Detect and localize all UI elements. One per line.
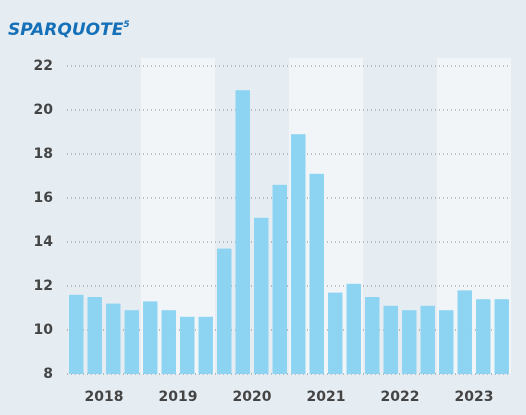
bar (365, 297, 380, 374)
y-tick-label: 16 (34, 190, 53, 206)
bar (124, 310, 139, 374)
bar (439, 310, 454, 374)
bar (106, 303, 121, 374)
bar (161, 310, 176, 374)
x-tick-label: 2019 (159, 389, 198, 405)
x-tick-label: 2023 (455, 389, 494, 405)
bar (217, 248, 232, 374)
bar (494, 299, 509, 374)
bar (69, 294, 84, 374)
bar (254, 217, 269, 374)
bar (235, 90, 250, 374)
chart-title: SPARQUOTE5 (8, 20, 130, 41)
bar (309, 173, 324, 374)
x-tick-label: 2022 (381, 389, 420, 405)
bar (383, 305, 398, 374)
bar (87, 297, 102, 374)
bar (198, 316, 213, 374)
bar (346, 283, 361, 374)
bar (272, 184, 287, 374)
y-tick-label: 14 (34, 234, 54, 250)
y-tick-label: 12 (34, 278, 53, 294)
bar (402, 310, 417, 374)
y-tick-label: 10 (34, 322, 54, 338)
bar (457, 290, 472, 374)
bar (420, 305, 435, 374)
title-footnote: 5 (123, 20, 129, 30)
y-tick-label: 8 (43, 366, 53, 382)
x-tick-label: 2018 (85, 389, 124, 405)
bar (476, 299, 491, 374)
y-tick-label: 18 (34, 146, 53, 162)
y-tick-label: 22 (34, 58, 53, 74)
title-text: SPARQUOTE (8, 20, 124, 40)
x-tick-label: 2021 (307, 389, 346, 405)
bar (291, 134, 306, 374)
bar (143, 301, 158, 374)
x-tick-label: 2020 (233, 389, 272, 405)
bar (328, 292, 343, 374)
bar (180, 316, 195, 374)
y-tick-label: 20 (34, 102, 54, 118)
